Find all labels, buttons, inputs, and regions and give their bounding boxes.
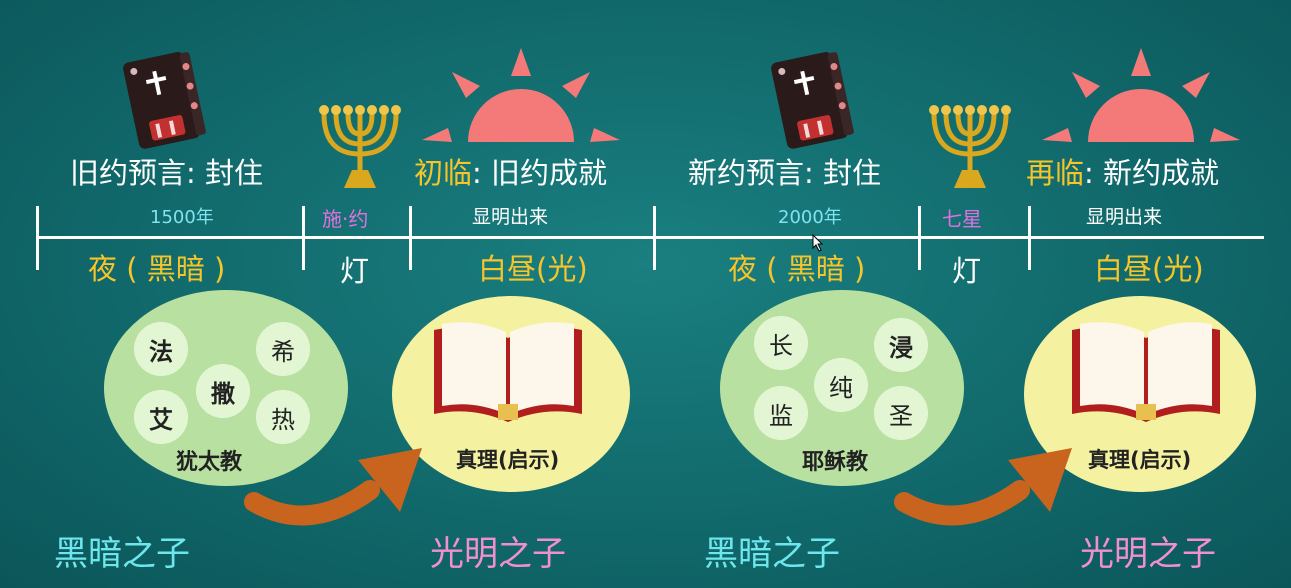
curved-arrow-icon <box>244 448 422 526</box>
sun-icon <box>422 48 620 142</box>
denomination-char: 希 <box>256 322 310 376</box>
denomination-char: 浸 <box>874 318 928 372</box>
first-coming-rest: : 旧约成就 <box>472 156 608 190</box>
denomination-char: 圣 <box>874 386 928 440</box>
timeline-tick <box>36 206 39 270</box>
curved-arrow-icon <box>894 448 1072 526</box>
new-prophecy-label: 新约预言: 封住 <box>688 156 881 190</box>
timeline-tick <box>653 206 656 270</box>
menorah-icon <box>319 105 401 188</box>
timeline-tick <box>918 206 921 270</box>
timeline-tick <box>302 206 305 270</box>
menorah-icon <box>929 105 1011 188</box>
lamp-label-left: 灯 <box>340 254 370 288</box>
years-1500-label: 1500年 <box>150 207 214 228</box>
timeline-axis <box>38 236 1264 239</box>
children-of-light-left: 光明之子 <box>430 534 566 574</box>
children-of-darkness-left: 黑暗之子 <box>54 534 190 574</box>
denomination-char: 纯 <box>814 358 868 412</box>
bible-icon <box>123 52 206 149</box>
sun-icon <box>1042 48 1240 142</box>
second-coming-rest: : 新约成就 <box>1084 156 1220 190</box>
night-label-left: 夜 ( 黑暗 ) <box>88 252 226 286</box>
day-label-left: 白昼(光) <box>478 252 588 286</box>
denomination-char: 法 <box>134 322 188 376</box>
lamp-label-shi-yue: 施·约 <box>322 207 369 231</box>
first-coming-prefix: 初临 <box>414 156 473 190</box>
children-of-darkness-right: 黑暗之子 <box>704 534 840 574</box>
denomination-char: 撒 <box>196 364 250 418</box>
children-of-light-right: 光明之子 <box>1080 534 1216 574</box>
years-2000-label: 2000年 <box>778 207 842 228</box>
religion-label-judaism: 犹太教 <box>176 450 243 475</box>
timeline-tick <box>1028 206 1031 270</box>
bible-icon <box>771 52 854 149</box>
truth-label-right: 真理(启示) <box>1088 448 1192 472</box>
reveal-label-left: 显明出来 <box>472 206 549 228</box>
second-coming-prefix: 再临 <box>1026 156 1085 190</box>
night-label-right: 夜 ( 黑暗 ) <box>728 252 866 286</box>
denomination-char: 长 <box>754 316 808 370</box>
timeline-tick <box>409 206 412 270</box>
mouse-cursor-icon <box>812 233 824 252</box>
religion-label-christianity: 耶稣教 <box>802 450 869 475</box>
denomination-char: 热 <box>256 390 310 444</box>
open-book-icon <box>434 322 582 422</box>
denomination-char: 监 <box>754 386 808 440</box>
open-book-icon <box>1072 322 1220 422</box>
second-coming-label: 再临: 新约成就 <box>1026 150 1219 192</box>
reveal-label-right: 显明出来 <box>1086 206 1163 228</box>
first-coming-label: 初临: 旧约成就 <box>414 150 607 192</box>
day-label-right: 白昼(光) <box>1094 252 1204 286</box>
lamp-label-right: 灯 <box>952 254 982 288</box>
truth-label-left: 真理(启示) <box>456 448 560 472</box>
old-prophecy-label: 旧约预言: 封住 <box>70 156 263 190</box>
lamp-label-seven-stars: 七星 <box>942 207 982 231</box>
denomination-char: 艾 <box>134 390 188 444</box>
